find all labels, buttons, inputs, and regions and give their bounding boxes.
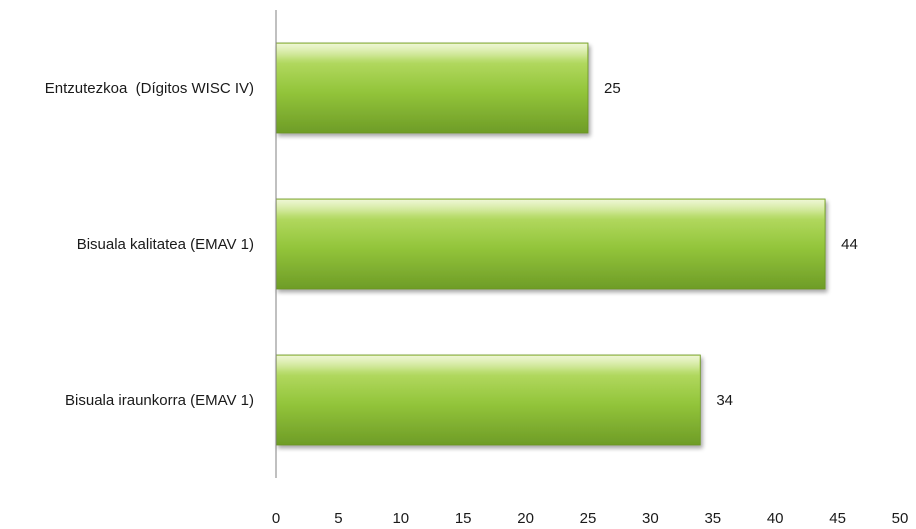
x-tick-label: 5 <box>334 510 342 527</box>
bar-highlight <box>277 356 700 376</box>
x-tick-label: 45 <box>829 510 846 527</box>
data-label: 25 <box>604 80 621 97</box>
category-label: Entzutezkoa (Dígitos WISC IV) <box>45 80 254 97</box>
bar-highlight <box>277 200 825 220</box>
category-labels: Entzutezkoa (Dígitos WISC IV) Bisuala kal… <box>45 80 254 409</box>
x-tick-label: 10 <box>392 510 409 527</box>
x-axis-tick-labels: 0 5 10 15 20 25 30 35 40 45 50 <box>272 510 909 527</box>
x-tick-label: 25 <box>580 510 597 527</box>
x-tick-label: 15 <box>455 510 472 527</box>
data-label: 44 <box>841 236 858 253</box>
bar-group <box>275 42 589 134</box>
x-tick-label: 50 <box>892 510 909 527</box>
x-tick-label: 0 <box>272 510 280 527</box>
bar-group <box>275 198 826 290</box>
x-tick-label: 20 <box>517 510 534 527</box>
category-label: Bisuala iraunkorra (EMAV 1) <box>65 392 254 409</box>
x-tick-label: 30 <box>642 510 659 527</box>
category-label: Bisuala kalitatea (EMAV 1) <box>77 236 254 253</box>
bar-group <box>275 354 701 446</box>
x-tick-label: 35 <box>704 510 721 527</box>
bars <box>275 42 826 446</box>
data-label: 34 <box>716 392 733 409</box>
data-labels: 25 44 34 <box>604 80 858 409</box>
bar-highlight <box>277 44 587 64</box>
x-tick-label: 40 <box>767 510 784 527</box>
